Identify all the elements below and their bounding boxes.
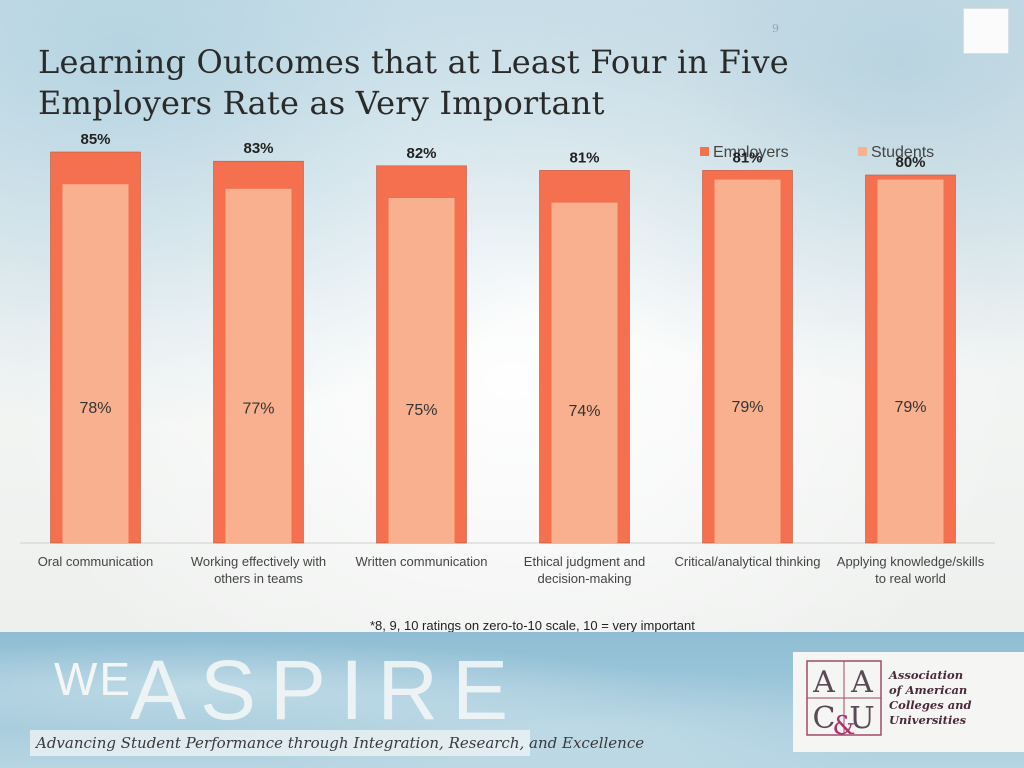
bar-students-5: [877, 179, 944, 543]
legend-swatch-employers: [700, 147, 709, 156]
label-employers-5: 80%: [895, 154, 925, 171]
category-label-2-line-0: Written communication: [356, 554, 488, 569]
aacu-name-line-1: Association: [889, 668, 964, 682]
legend-students: Students: [858, 144, 934, 162]
tagline-background: [30, 730, 530, 756]
label-employers-1: 83%: [243, 140, 273, 157]
bar-students-3: [551, 202, 618, 543]
category-label-3-line-0: Ethical judgment and: [524, 554, 645, 569]
legend-label-employers: Employers: [713, 144, 789, 161]
legend-employers: Employers: [700, 144, 789, 162]
label-employers-0: 85%: [80, 131, 110, 148]
category-label-1-line-1: others in teams: [214, 571, 303, 586]
title-line-1: Learning Outcomes that at Least Four in …: [38, 43, 789, 81]
aacu-name-line-3: Colleges and: [889, 698, 972, 712]
we-text: WE: [54, 653, 133, 705]
footnote: *8, 9, 10 ratings on zero-to-10 scale, 1…: [370, 618, 695, 633]
label-students-2: 75%: [405, 402, 437, 419]
tagline: Advancing Student Performance through In…: [36, 734, 645, 752]
aacu-name-line-4: Universities: [889, 713, 967, 727]
aspire-text: ASPIRE: [130, 643, 523, 737]
logo-letter-a1: A: [812, 665, 835, 700]
bar-students-1: [225, 188, 292, 544]
legend-label-students: Students: [871, 144, 935, 161]
label-students-0: 78%: [79, 400, 111, 417]
category-label-5-line-0: Applying knowledge/skills: [837, 554, 985, 569]
title-line-2: Employers Rate as Very Important: [38, 84, 605, 122]
category-label-5-line-1: to real world: [875, 571, 946, 586]
category-label-1-line-0: Working effectively with: [191, 554, 326, 569]
label-students-5: 79%: [894, 399, 926, 416]
logo-letter-c: C: [813, 701, 836, 736]
label-employers-2: 82%: [406, 145, 436, 162]
label-employers-4: 81%: [732, 149, 762, 166]
corner-decoration: [963, 8, 1009, 54]
bar-students-2: [388, 198, 455, 543]
label-students-3: 74%: [568, 403, 600, 420]
bar-chart: 85% 78% Oral communication 83% 77% Working ef…: [20, 131, 995, 586]
bar-students-4: [714, 179, 781, 543]
legend-swatch-students: [858, 147, 867, 156]
label-employers-3: 81%: [569, 149, 599, 166]
logo-ampersand: &: [832, 711, 855, 740]
bar-students-0: [62, 184, 129, 543]
aacu-logo: A A C & U: [806, 660, 882, 740]
label-students-4: 79%: [731, 399, 763, 416]
category-label-3-line-1: decision-making: [538, 571, 632, 586]
category-label-4-line-0: Critical/analytical thinking: [675, 554, 821, 569]
page-number: 9: [772, 22, 779, 35]
slide-title: Learning Outcomes that at Least Four in …: [38, 42, 898, 124]
logo-letter-a2: A: [850, 665, 873, 700]
aacu-name-line-2: of American: [889, 683, 968, 697]
logo-letter-u: U: [849, 701, 874, 736]
aacu-name: Association of American Colleges and Uni…: [889, 668, 972, 728]
category-label-0-line-0: Oral communication: [38, 554, 154, 569]
label-students-1: 77%: [242, 401, 274, 418]
slide-background: [0, 0, 1024, 640]
